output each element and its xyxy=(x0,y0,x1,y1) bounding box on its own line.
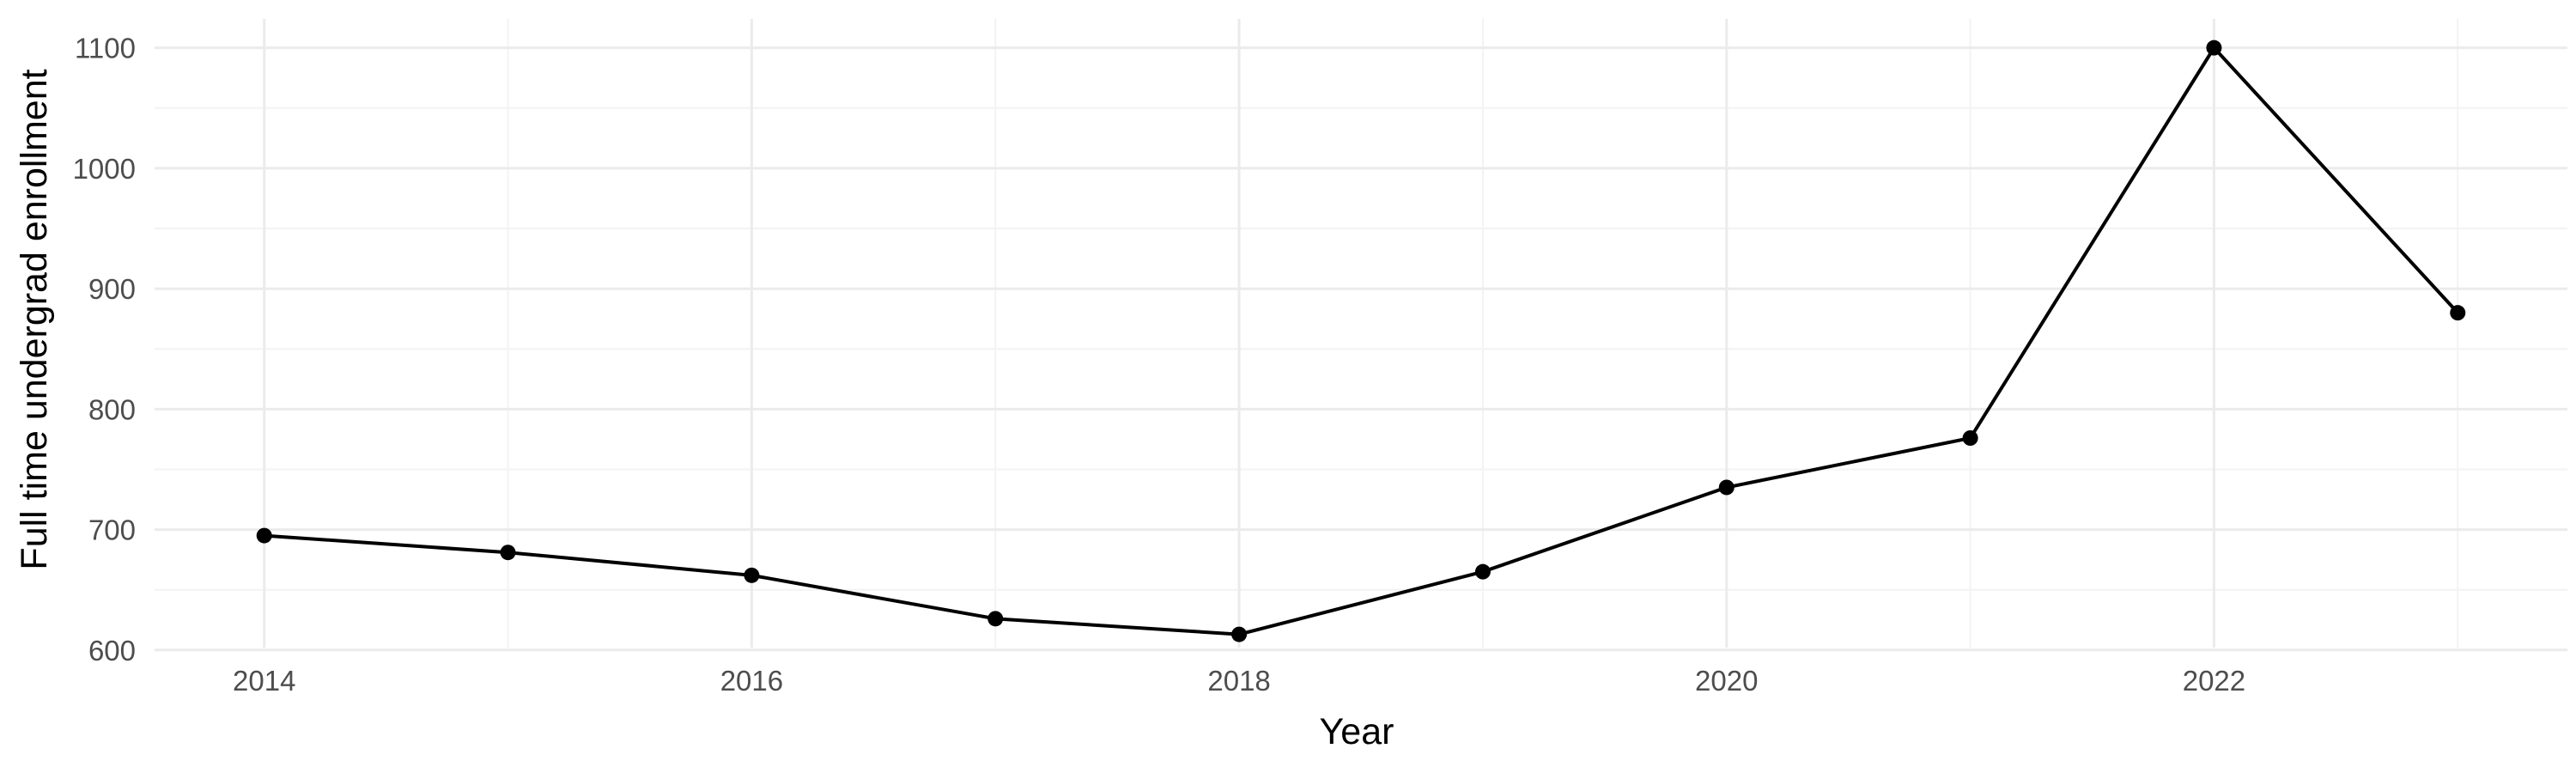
series xyxy=(256,40,2466,642)
x-tick-label: 2020 xyxy=(1695,665,1758,697)
data-point xyxy=(1474,563,1491,580)
data-point xyxy=(744,567,760,583)
y-tick-label: 1000 xyxy=(73,153,136,185)
x-tick-label: 2016 xyxy=(720,665,783,697)
data-point xyxy=(1718,479,1735,496)
y-tick-label: 800 xyxy=(88,393,136,425)
data-point xyxy=(1962,430,1978,446)
x-axis-title: Year xyxy=(1320,711,1394,752)
data-point xyxy=(500,545,516,561)
y-tick-label: 900 xyxy=(88,273,136,305)
y-tick-label: 700 xyxy=(88,514,136,546)
tick-labels: 600 700 800 900 1000 1100 2014 2016 2018 2020 2022 xyxy=(73,33,2246,697)
x-tick-label: 2018 xyxy=(1207,665,1270,697)
x-tick-label: 2014 xyxy=(233,665,295,697)
x-tick-label: 2022 xyxy=(2183,665,2245,697)
data-point xyxy=(2206,40,2222,56)
data-point xyxy=(256,527,272,544)
series-line xyxy=(264,45,2459,636)
data-point xyxy=(2450,305,2466,321)
y-axis-title: Full time undergrad enrollment xyxy=(14,69,55,569)
data-point xyxy=(987,611,1004,627)
data-point xyxy=(1231,626,1248,642)
y-tick-label: 1100 xyxy=(75,33,136,64)
y-tick-label: 600 xyxy=(88,635,136,666)
grid xyxy=(155,19,2567,652)
